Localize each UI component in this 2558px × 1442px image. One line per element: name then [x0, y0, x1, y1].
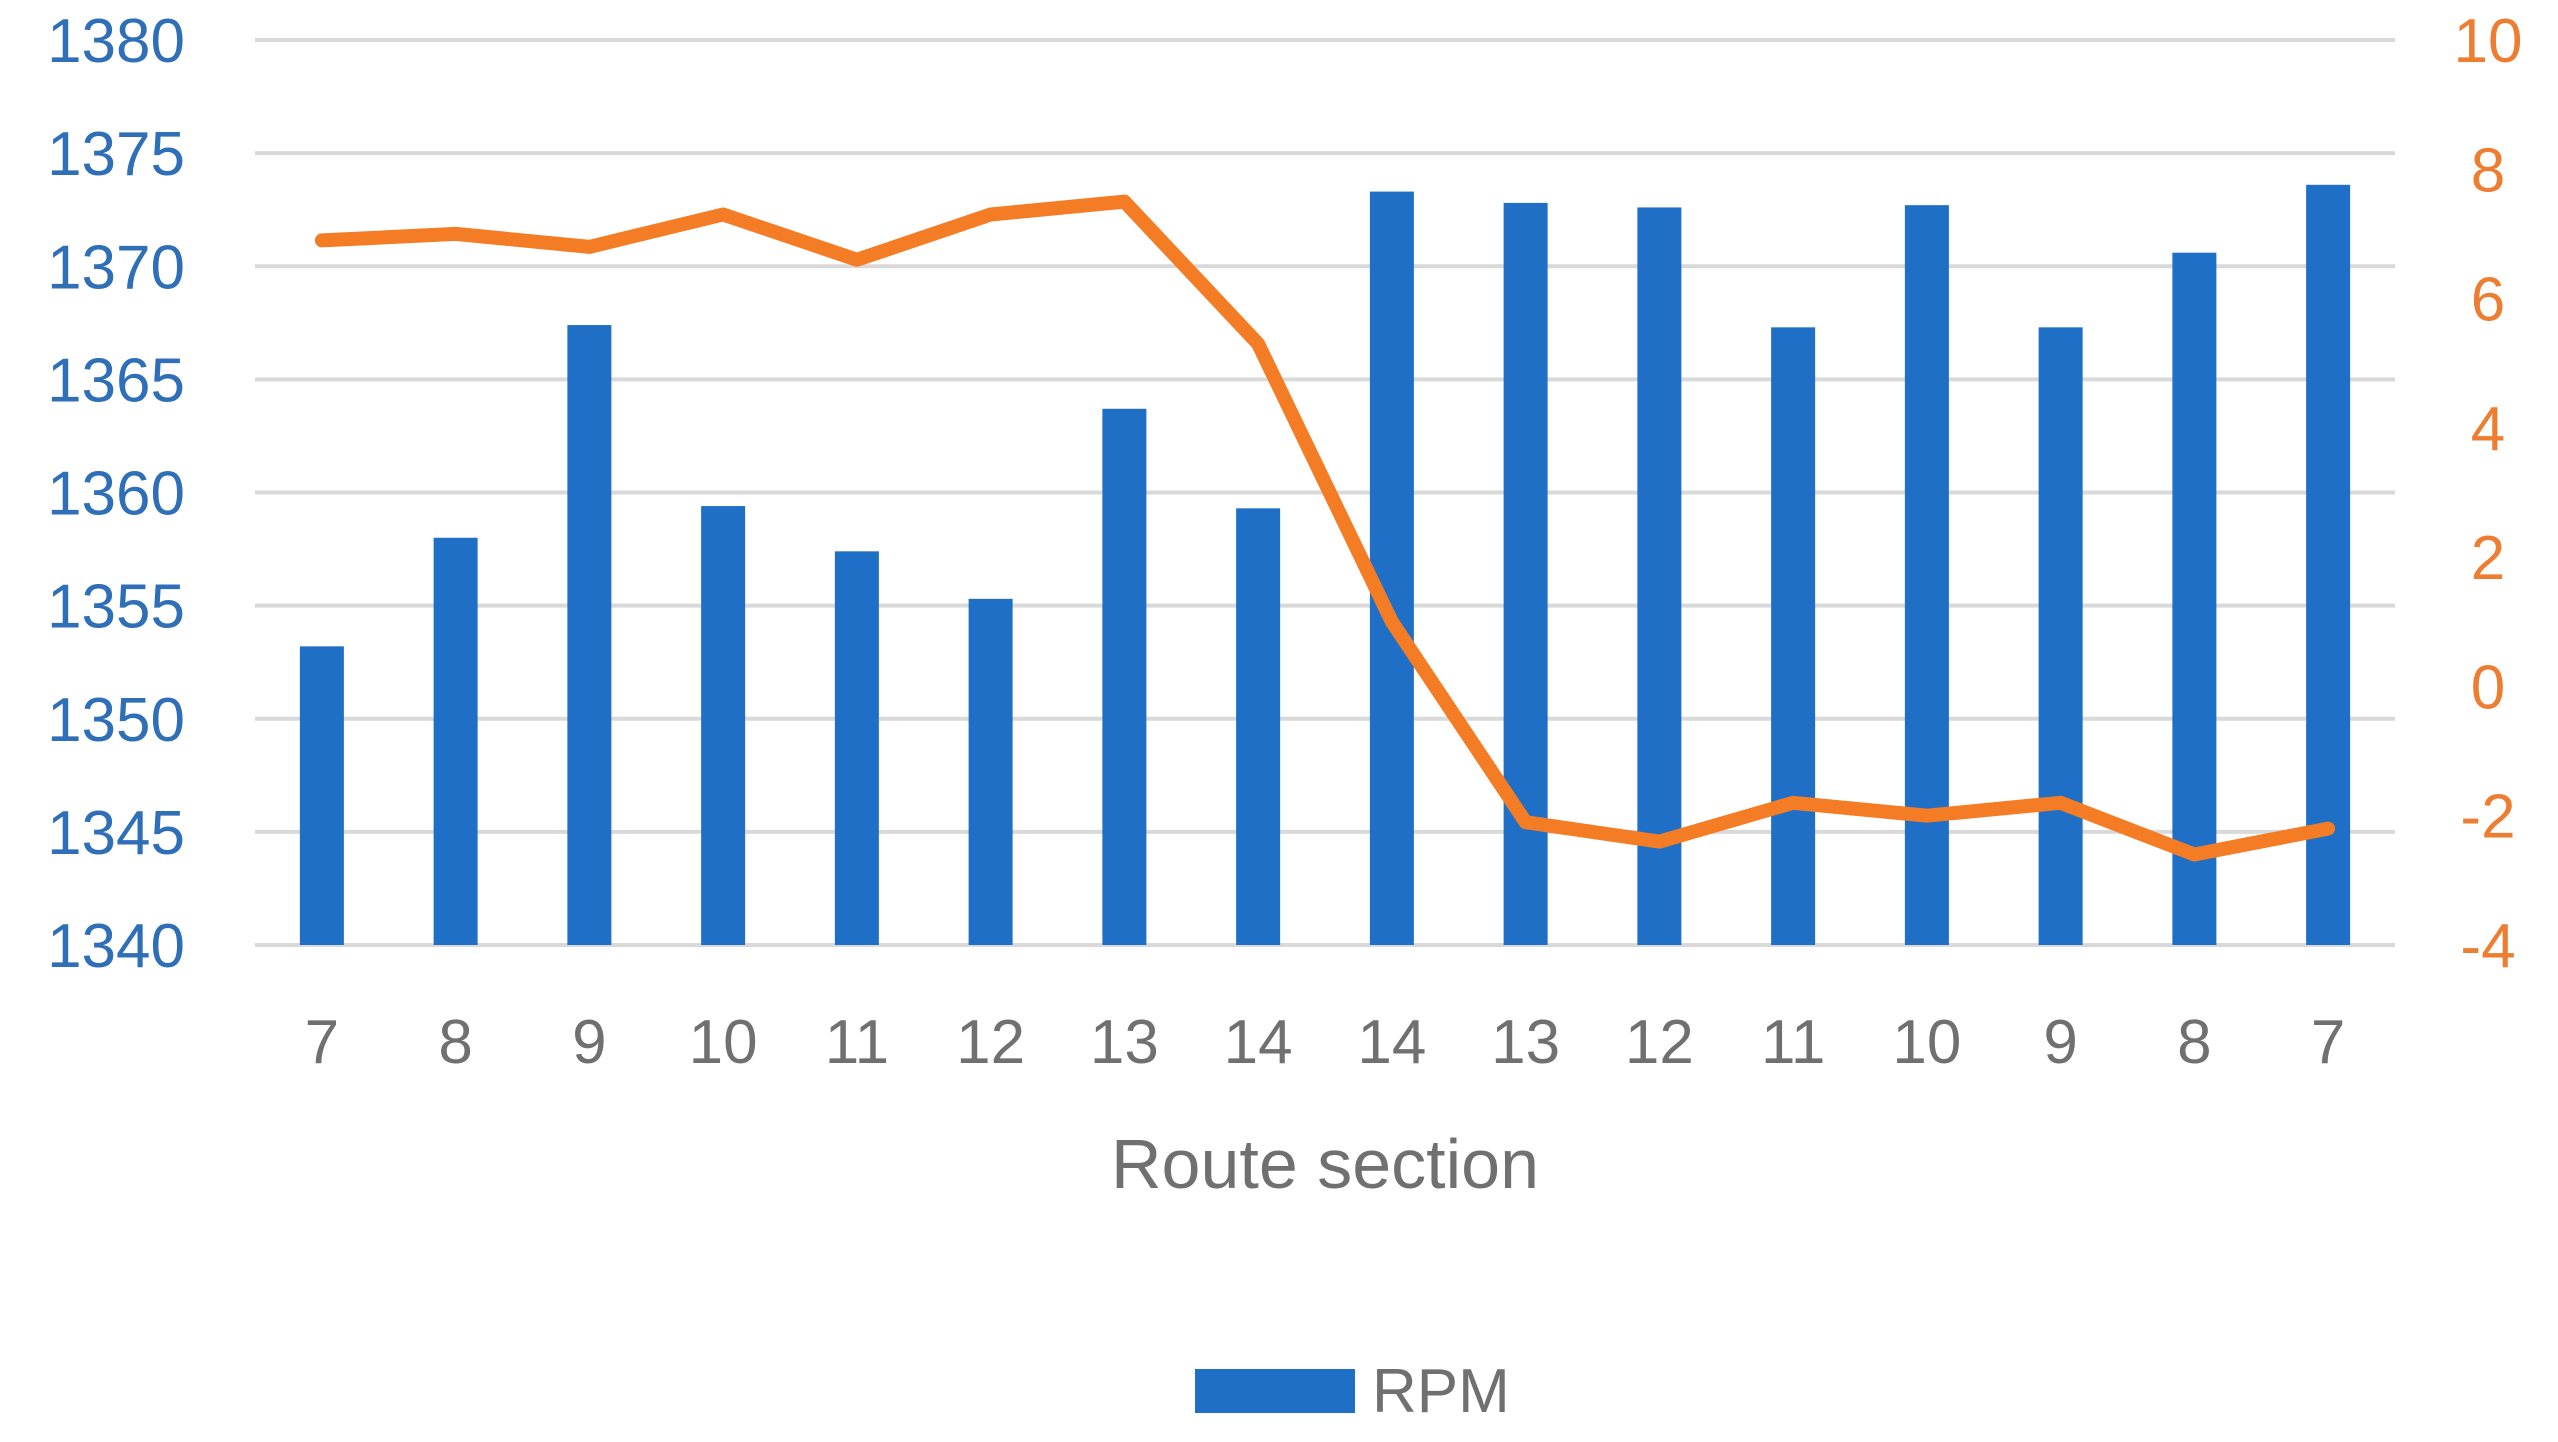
- bar: [299, 646, 344, 945]
- line-point: [455, 233, 457, 235]
- right-tick-label: 6: [2471, 266, 2505, 335]
- line-point: [1391, 621, 1393, 623]
- line-point: [1525, 821, 1527, 823]
- bar: [1102, 408, 1147, 946]
- bar: [1369, 191, 1414, 945]
- line-point: [1257, 343, 1259, 345]
- x-tick-label: 8: [2177, 1008, 2211, 1077]
- left-tick-label: 1360: [47, 460, 185, 529]
- line-point: [2060, 802, 2062, 804]
- line-point: [1792, 802, 1794, 804]
- line-point: [856, 259, 858, 261]
- bar: [1904, 205, 1949, 946]
- right-tick-label: -2: [2460, 783, 2515, 852]
- legend-swatch-rpm: [1195, 1369, 1355, 1413]
- secondary-line-series: [314, 194, 2336, 862]
- x-tick-label: 9: [2043, 1008, 2077, 1077]
- x-tick-label: 7: [2311, 1008, 2345, 1077]
- x-tick-label: 13: [1090, 1008, 1159, 1077]
- bar: [701, 506, 746, 945]
- x-tick-label: 13: [1491, 1008, 1560, 1077]
- right-tick-label: 8: [2471, 136, 2505, 205]
- bar: [2306, 184, 2351, 946]
- left-tick-label: 1380: [47, 7, 185, 76]
- left-tick-label: 1345: [47, 799, 185, 868]
- line-point: [1926, 815, 1928, 817]
- x-tick-label: 11: [825, 1008, 889, 1077]
- bar: [968, 598, 1013, 945]
- line-point: [1658, 841, 1660, 843]
- x-axis-ticks: 7 8 9 10 11 12 13 14 14 13 12 11 10 9 8 7: [305, 1008, 2346, 1077]
- right-tick-label: -4: [2460, 912, 2515, 981]
- left-tick-label: 1370: [47, 233, 185, 302]
- line-series: [314, 194, 2336, 862]
- x-tick-label: 10: [689, 1008, 758, 1077]
- x-tick-label: 14: [1357, 1008, 1426, 1077]
- right-tick-label: 4: [2471, 395, 2505, 464]
- line-point: [722, 214, 724, 216]
- legend: RPM: [1195, 1357, 1510, 1426]
- left-tick-label: 1355: [47, 573, 185, 642]
- x-axis-title: Route section: [1111, 1125, 1539, 1203]
- x-tick-label: 8: [438, 1008, 472, 1077]
- x-tick-label: 14: [1224, 1008, 1293, 1077]
- bar: [433, 537, 478, 945]
- bar: [1771, 327, 1816, 945]
- line-point: [2193, 854, 2195, 855]
- legend-label-rpm: RPM: [1372, 1357, 1510, 1426]
- x-tick-label: 10: [1892, 1008, 1961, 1077]
- x-tick-label: 7: [305, 1008, 339, 1077]
- left-tick-label: 1365: [47, 346, 185, 415]
- line-point: [2327, 828, 2329, 830]
- bar: [1236, 508, 1281, 945]
- x-tick-label: 12: [1625, 1008, 1694, 1077]
- bar: [567, 325, 612, 945]
- bar: [1503, 202, 1548, 945]
- bar: [834, 551, 879, 945]
- right-axis-ticks: 10 8 6 4 2 0 -2 -4: [2454, 7, 2523, 981]
- left-axis-ticks: 1380 1375 1370 1365 1360 1355 1350 1345 1340: [47, 7, 185, 981]
- right-tick-label: 10: [2454, 7, 2523, 76]
- bar: [2038, 327, 2083, 945]
- line-point: [990, 214, 992, 216]
- bar: [2172, 252, 2217, 946]
- left-tick-label: 1340: [47, 912, 185, 981]
- right-tick-label: 2: [2471, 524, 2505, 593]
- line-point: [321, 239, 323, 241]
- x-tick-label: 9: [572, 1008, 606, 1077]
- line-point: [588, 246, 590, 248]
- x-tick-label: 12: [956, 1008, 1025, 1077]
- bar: [1637, 207, 1682, 946]
- x-tick-label: 11: [1761, 1008, 1825, 1077]
- left-tick-label: 1375: [47, 120, 185, 189]
- right-tick-label: 0: [2471, 653, 2505, 722]
- line-point: [1123, 201, 1125, 203]
- left-tick-label: 1350: [47, 686, 185, 755]
